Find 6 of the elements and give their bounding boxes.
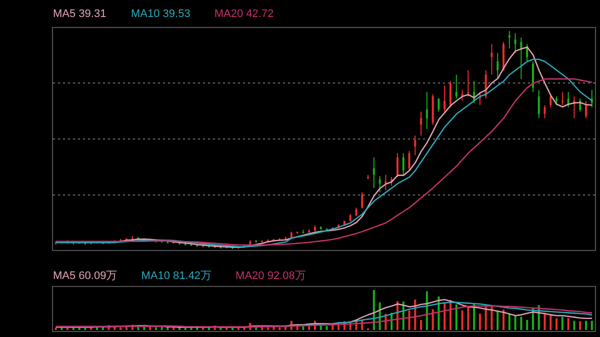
text: MA20 92.08万 <box>236 269 306 283</box>
text: MA5 60.09万 <box>53 269 118 283</box>
text: MA10 81.42万 <box>141 269 212 283</box>
text: MA10 39.53 <box>131 8 190 20</box>
text: MA5 39.31 <box>53 8 107 20</box>
text: MA20 42.72 <box>214 8 274 20</box>
